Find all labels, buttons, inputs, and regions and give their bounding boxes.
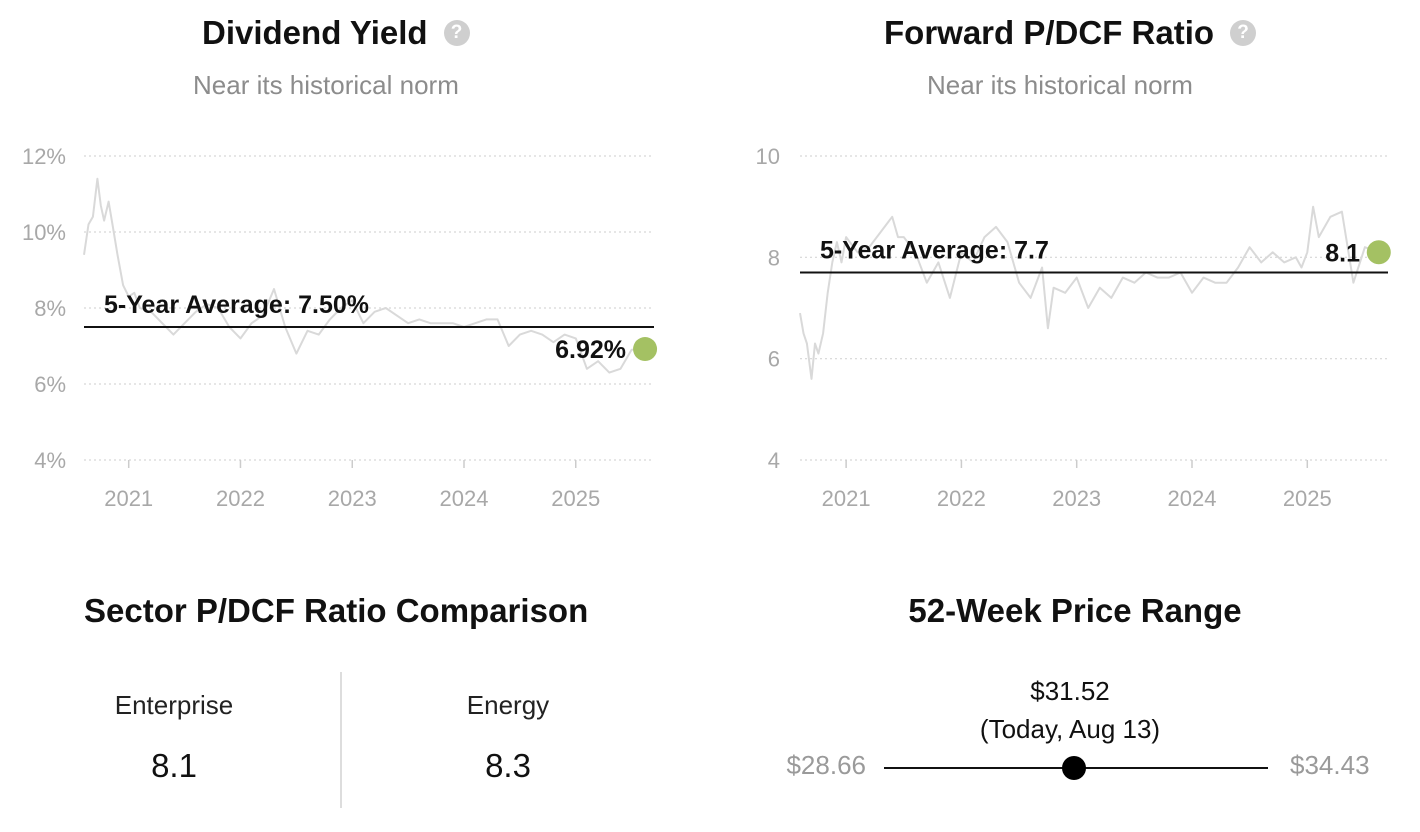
- y-tick-label: 8: [768, 245, 780, 270]
- series-line: [799, 205, 1380, 380]
- x-tick-label: 2021: [822, 486, 871, 511]
- current-value-dot: [633, 337, 658, 362]
- sector-comparison-title: Sector P/DCF Ratio Comparison: [84, 592, 589, 629]
- x-tick-label: 2022: [937, 486, 986, 511]
- dividend-yield-title: Dividend Yield: [202, 14, 428, 51]
- price-range-low: $28.66: [786, 750, 866, 780]
- sector-item-value: 8.1: [151, 747, 197, 784]
- dividend-yield-title-row: Dividend Yield ?: [202, 14, 470, 52]
- x-tick-label: 2023: [328, 486, 377, 511]
- dividend-yield-subtitle: Near its historical norm: [193, 70, 459, 100]
- pdcf-subtitle: Near its historical norm: [927, 70, 1193, 100]
- question-circle-icon[interactable]: ?: [1230, 20, 1257, 46]
- pdcf-title-row: Forward P/DCF Ratio ?: [884, 14, 1257, 52]
- dividend-yield-chart: 4% 6% 8% 10% 12% 2021 2022 2023 2024 2025 5-Year A…: [22, 144, 658, 511]
- y-tick-label: 10%: [22, 220, 66, 245]
- price-range-high: $34.43: [1290, 750, 1370, 780]
- price-range-current: $31.52 (Today, Aug 13): [870, 672, 1270, 748]
- price-range-title: 52-Week Price Range: [908, 592, 1242, 629]
- x-tick-label: 2023: [1052, 486, 1101, 511]
- current-value-dot: [1366, 240, 1391, 265]
- y-tick-label: 6: [768, 347, 780, 372]
- x-tick-label: 2022: [216, 486, 265, 511]
- average-label: 5-Year Average: 7.7: [820, 237, 1049, 265]
- sector-item-label: Energy: [466, 690, 550, 720]
- x-tick-label: 2021: [104, 486, 153, 511]
- average-label: 5-Year Average: 7.50%: [104, 291, 369, 319]
- y-tick-label: 6%: [34, 372, 66, 397]
- current-price: $31.52: [1030, 676, 1110, 706]
- y-tick-label: 12%: [22, 144, 66, 169]
- sector-item-energy: Energy 8.3: [378, 690, 638, 785]
- x-tick-label: 2024: [1168, 486, 1217, 511]
- y-tick-label: 4%: [34, 448, 66, 473]
- current-price-note: (Today, Aug 13): [979, 714, 1161, 744]
- sector-item-label: Enterprise: [114, 690, 234, 720]
- y-tick-label: 4: [768, 448, 780, 473]
- current-value-label: 6.92%: [555, 336, 626, 364]
- y-tick-label: 8%: [34, 296, 66, 321]
- sector-divider: [340, 672, 342, 808]
- sector-item-value: 8.3: [485, 747, 531, 784]
- x-tick-label: 2025: [1283, 486, 1332, 511]
- question-circle-icon[interactable]: ?: [443, 20, 470, 46]
- forward-pdcf-chart: 4 6 8 10 2021 2022 2023 2024 2025 5-Year Average:…: [756, 144, 1391, 511]
- current-value-label: 8.1: [1325, 239, 1360, 267]
- price-range-marker: [1062, 756, 1087, 780]
- sector-item-enterprise: Enterprise 8.1: [44, 690, 304, 785]
- x-tick-label: 2024: [440, 486, 489, 511]
- x-tick-label: 2025: [551, 486, 600, 511]
- pdcf-title: Forward P/DCF Ratio: [884, 14, 1215, 51]
- y-tick-label: 10: [756, 144, 780, 169]
